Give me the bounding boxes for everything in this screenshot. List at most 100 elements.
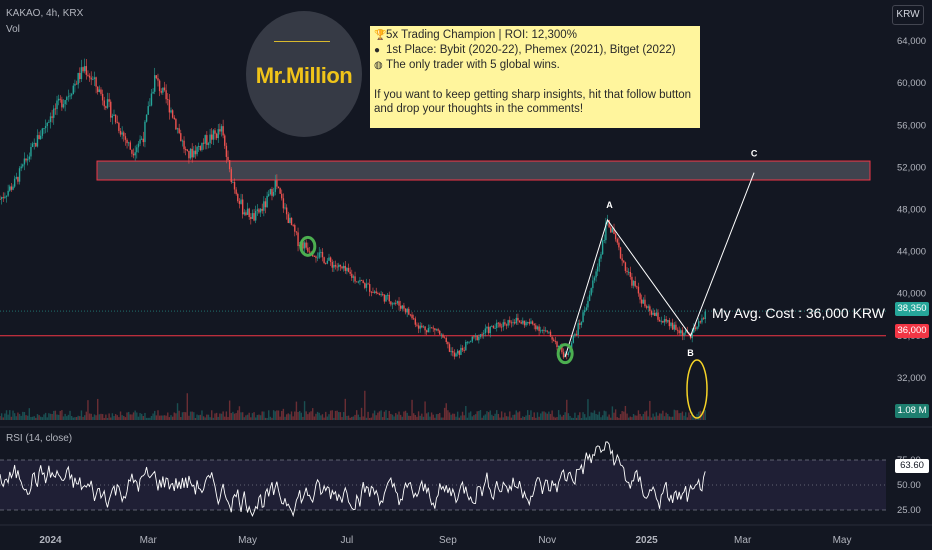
volume-bar [259, 415, 262, 420]
volume-bar [186, 393, 188, 420]
volume-bar [525, 415, 527, 420]
volume-bar [297, 411, 299, 420]
candle-body [416, 324, 418, 326]
candle-body [544, 330, 547, 332]
volume-bar [559, 414, 561, 420]
volume-bar [476, 411, 478, 420]
trophy-icon: 🏆 [374, 30, 387, 41]
candle-body [577, 323, 579, 335]
logo-divider [274, 41, 330, 42]
candle-body [430, 327, 433, 329]
volume-bar [70, 415, 73, 420]
volume-bar [526, 410, 529, 420]
volume-bar [574, 412, 576, 420]
candle-body [684, 330, 687, 333]
candle-body [44, 126, 47, 129]
volume-bar [435, 414, 438, 420]
candle-body [360, 280, 363, 281]
volume-bar [168, 417, 171, 420]
candle-body [562, 352, 565, 358]
candle-body [704, 311, 706, 320]
candle-body [13, 178, 16, 187]
volume-bar [142, 416, 145, 420]
volume-bar [105, 414, 107, 420]
volume-bar [312, 408, 314, 420]
candle-body [411, 314, 413, 319]
volume-bar [111, 413, 114, 420]
volume-bar [645, 410, 648, 420]
volume-bar [398, 411, 400, 420]
note-line-5: If you want to keep getting sharp insigh… [374, 88, 692, 101]
volume-bar [686, 417, 689, 420]
note-line-1: 🏆5x Trading Champion | ROI: 12,300% [374, 28, 696, 43]
volume-bar [644, 411, 646, 420]
volume-bar [175, 413, 177, 420]
wave-projection-line[interactable] [564, 172, 755, 357]
volume-bar [290, 411, 293, 420]
rsi-line [0, 441, 706, 518]
candle-body [645, 306, 648, 308]
circle-marker[interactable] [556, 343, 574, 365]
candle-body [678, 330, 680, 334]
candle-body [328, 257, 330, 261]
volume-bar [531, 416, 534, 420]
candle-body [188, 150, 190, 159]
volume-bar [154, 410, 156, 420]
candle-body [211, 134, 213, 140]
candle-body [655, 312, 658, 316]
volume-bar [124, 417, 127, 420]
candle-body [140, 138, 143, 140]
candle-body [466, 341, 469, 343]
volume-bar [523, 417, 526, 420]
circle-marker[interactable] [299, 235, 317, 257]
currency-button[interactable]: KRW [892, 5, 924, 25]
volume-bar [549, 413, 552, 420]
candle-body [540, 330, 542, 332]
volume-bar [360, 407, 363, 420]
volume-bar [396, 414, 399, 420]
candle-body [432, 327, 434, 329]
volume-bar [680, 412, 682, 420]
volume-bar [131, 414, 133, 420]
volume-bar [251, 413, 254, 420]
candle-body [657, 312, 659, 320]
volume-bar [453, 413, 456, 420]
volume-bar [399, 414, 402, 420]
volume-bar [66, 416, 68, 420]
volume-bar [219, 413, 221, 420]
candle-body [281, 193, 283, 199]
resistance-zone[interactable] [96, 160, 871, 181]
candle-body [421, 325, 423, 328]
volume-bar [207, 414, 210, 420]
candle-body [626, 270, 628, 272]
volume-bar [155, 415, 158, 420]
volume-bar [432, 414, 434, 420]
volume-bar [473, 415, 475, 420]
volume-bar [447, 410, 449, 420]
volume-bar [424, 401, 426, 420]
volume-bar [241, 412, 244, 420]
candle-body [414, 318, 417, 325]
candle-body [93, 77, 96, 79]
candle-body [496, 322, 498, 329]
volume-bar [681, 411, 684, 420]
volume-bar [657, 415, 659, 420]
volume-bar [580, 417, 583, 420]
wave-label-b: B [687, 348, 694, 358]
rsi-value-label: 63.60 [895, 459, 929, 473]
candle-body [471, 336, 474, 342]
candle-body [650, 311, 653, 315]
candle-body [605, 222, 607, 241]
candle-body [533, 323, 535, 326]
volume-bar [240, 412, 242, 420]
candle-body [388, 294, 390, 302]
volume-bar [136, 412, 138, 420]
candle-body [75, 83, 78, 85]
volume-bar [632, 413, 635, 420]
target-ellipse[interactable] [686, 359, 708, 419]
volume-bar [533, 412, 535, 420]
x-tick-label: 2025 [635, 535, 658, 546]
volume-bar [162, 415, 164, 420]
volume-bar [313, 416, 316, 420]
